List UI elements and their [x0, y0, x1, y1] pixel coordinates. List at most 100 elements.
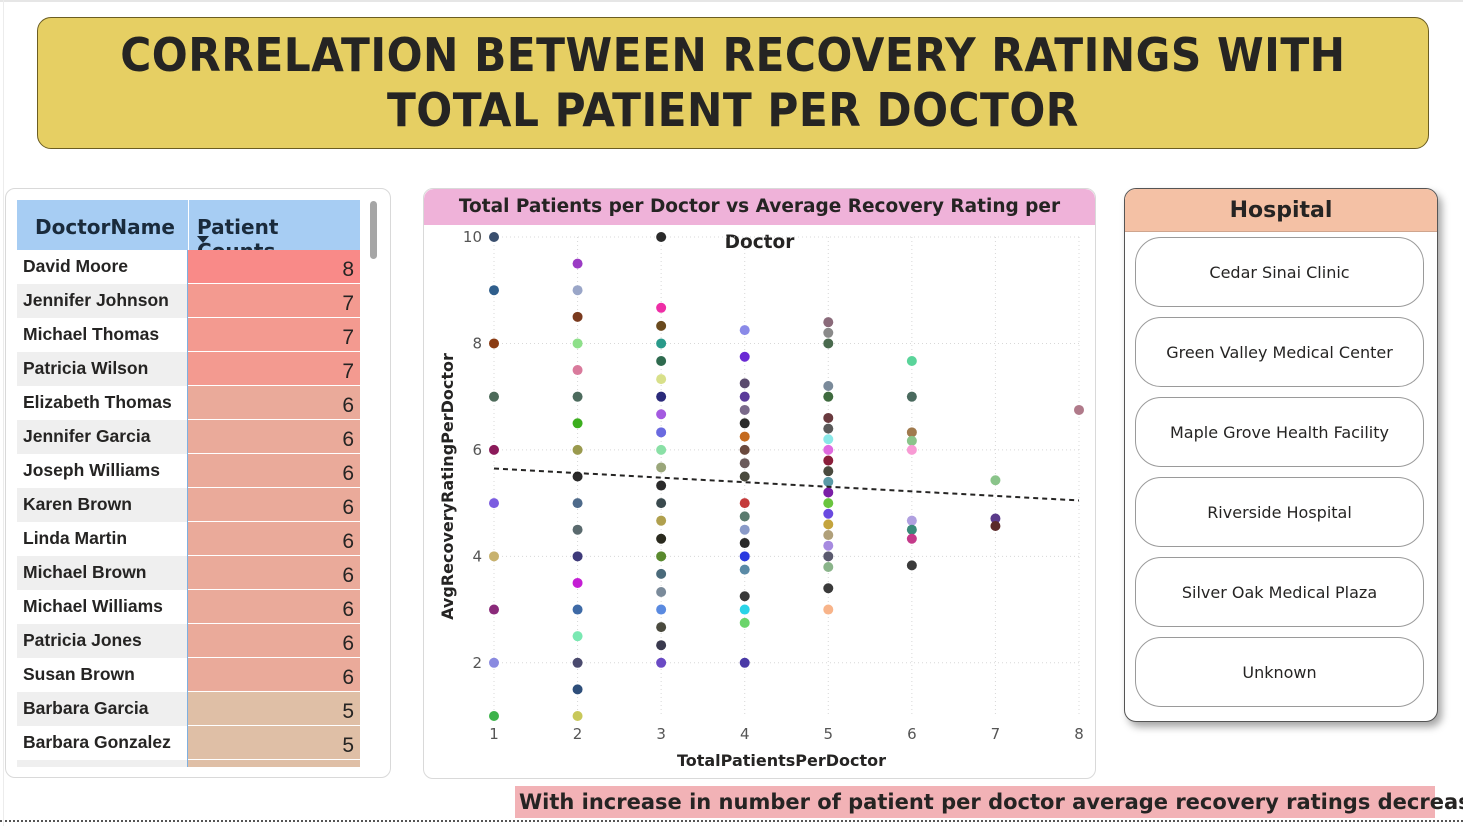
data-point[interactable]: [656, 391, 667, 402]
table-row[interactable]: Elizabeth Thomas 6: [17, 386, 360, 420]
data-point[interactable]: [656, 427, 667, 438]
data-point[interactable]: [572, 577, 583, 588]
data-point[interactable]: [739, 431, 750, 442]
data-point[interactable]: [823, 391, 834, 402]
data-point[interactable]: [739, 444, 750, 455]
table-row[interactable]: Susan Brown 6: [17, 658, 360, 692]
data-point[interactable]: [656, 444, 667, 455]
data-point[interactable]: [572, 631, 583, 642]
data-point[interactable]: [656, 409, 667, 420]
data-point[interactable]: [739, 551, 750, 562]
data-point[interactable]: [823, 317, 834, 328]
data-point[interactable]: [906, 533, 917, 544]
data-point[interactable]: [990, 520, 1001, 531]
data-point[interactable]: [823, 444, 834, 455]
table-row[interactable]: Michael Brown 6: [17, 556, 360, 590]
data-point[interactable]: [823, 519, 834, 530]
data-point[interactable]: [489, 604, 499, 615]
slicer-item-cedar-sinai-clinic[interactable]: Cedar Sinai Clinic: [1135, 237, 1424, 307]
table-row[interactable]: David Moore 8: [17, 250, 360, 284]
data-point[interactable]: [572, 711, 583, 721]
data-point[interactable]: [489, 285, 499, 296]
data-point[interactable]: [739, 471, 750, 482]
data-point[interactable]: [739, 604, 750, 615]
data-point[interactable]: [572, 551, 583, 562]
data-point[interactable]: [823, 551, 834, 562]
data-point[interactable]: [489, 551, 499, 562]
data-point[interactable]: [906, 560, 917, 571]
data-point[interactable]: [572, 365, 583, 376]
data-point[interactable]: [906, 391, 917, 402]
data-point[interactable]: [489, 391, 499, 402]
data-point[interactable]: [656, 586, 667, 597]
data-point[interactable]: [656, 356, 667, 367]
data-point[interactable]: [572, 471, 583, 482]
data-point[interactable]: [823, 498, 834, 509]
table-row[interactable]: Barbara Gonzalez 5: [17, 726, 360, 760]
data-point[interactable]: [572, 338, 583, 349]
data-point[interactable]: [572, 258, 583, 269]
table-scrollbar[interactable]: [370, 201, 377, 259]
data-point[interactable]: [572, 498, 583, 509]
data-point[interactable]: [656, 551, 667, 562]
data-point[interactable]: [1074, 404, 1084, 415]
data-point[interactable]: [990, 475, 1001, 486]
data-point[interactable]: [739, 591, 750, 602]
data-point[interactable]: [823, 487, 834, 498]
data-point[interactable]: [656, 320, 667, 331]
data-point[interactable]: [739, 378, 750, 389]
data-point[interactable]: [823, 583, 834, 594]
data-point[interactable]: [572, 391, 583, 402]
data-point[interactable]: [739, 524, 750, 535]
slicer-item-green-valley-medical-center[interactable]: Green Valley Medical Center: [1135, 317, 1424, 387]
data-point[interactable]: [823, 338, 834, 349]
column-header-patient-counts[interactable]: Patient Counts: [189, 200, 360, 263]
data-point[interactable]: [823, 604, 834, 615]
data-point[interactable]: [739, 404, 750, 415]
data-point[interactable]: [823, 540, 834, 551]
data-point[interactable]: [990, 513, 1001, 524]
slicer-item-maple-grove-health-facility[interactable]: Maple Grove Health Facility: [1135, 397, 1424, 467]
data-point[interactable]: [656, 232, 667, 242]
data-point[interactable]: [489, 232, 499, 242]
data-point[interactable]: [572, 657, 583, 668]
data-point[interactable]: [739, 351, 750, 362]
data-point[interactable]: [823, 423, 834, 434]
scatter-chart[interactable]: 1 2 3 4 5 6 7 8 2 4 6 8 10 TotalPatientsPerDoctor AvgR…: [424, 189, 1096, 779]
data-point[interactable]: [489, 711, 499, 721]
data-point[interactable]: [739, 511, 750, 522]
data-point[interactable]: [739, 418, 750, 429]
table-row[interactable]: Barbara Garcia 5: [17, 692, 360, 726]
data-point[interactable]: [739, 538, 750, 549]
data-point[interactable]: [572, 311, 583, 322]
data-point[interactable]: [823, 455, 834, 466]
table-row[interactable]: [17, 760, 360, 767]
data-point[interactable]: [823, 530, 834, 541]
data-point[interactable]: [656, 515, 667, 526]
data-point[interactable]: [489, 338, 499, 349]
table-row[interactable]: Jennifer Johnson 7: [17, 284, 360, 318]
data-point[interactable]: [656, 622, 667, 633]
data-point[interactable]: [572, 418, 583, 429]
data-point[interactable]: [739, 617, 750, 628]
data-point[interactable]: [489, 498, 499, 509]
data-point[interactable]: [656, 604, 667, 615]
data-point[interactable]: [656, 657, 667, 668]
data-point[interactable]: [823, 466, 834, 477]
data-point[interactable]: [823, 327, 834, 338]
data-point[interactable]: [906, 356, 917, 367]
data-point[interactable]: [739, 325, 750, 336]
data-point[interactable]: [656, 374, 667, 385]
slicer-item-riverside-hospital[interactable]: Riverside Hospital: [1135, 477, 1424, 547]
data-point[interactable]: [656, 498, 667, 509]
table-row[interactable]: Michael Thomas 7: [17, 318, 360, 352]
table-row[interactable]: Jennifer Garcia 6: [17, 420, 360, 454]
data-point[interactable]: [906, 427, 917, 438]
data-point[interactable]: [656, 338, 667, 349]
data-point[interactable]: [572, 684, 583, 695]
table-row[interactable]: Karen Brown 6: [17, 488, 360, 522]
data-point[interactable]: [739, 498, 750, 509]
data-point[interactable]: [489, 444, 499, 455]
data-point[interactable]: [572, 444, 583, 455]
data-point[interactable]: [656, 462, 667, 473]
